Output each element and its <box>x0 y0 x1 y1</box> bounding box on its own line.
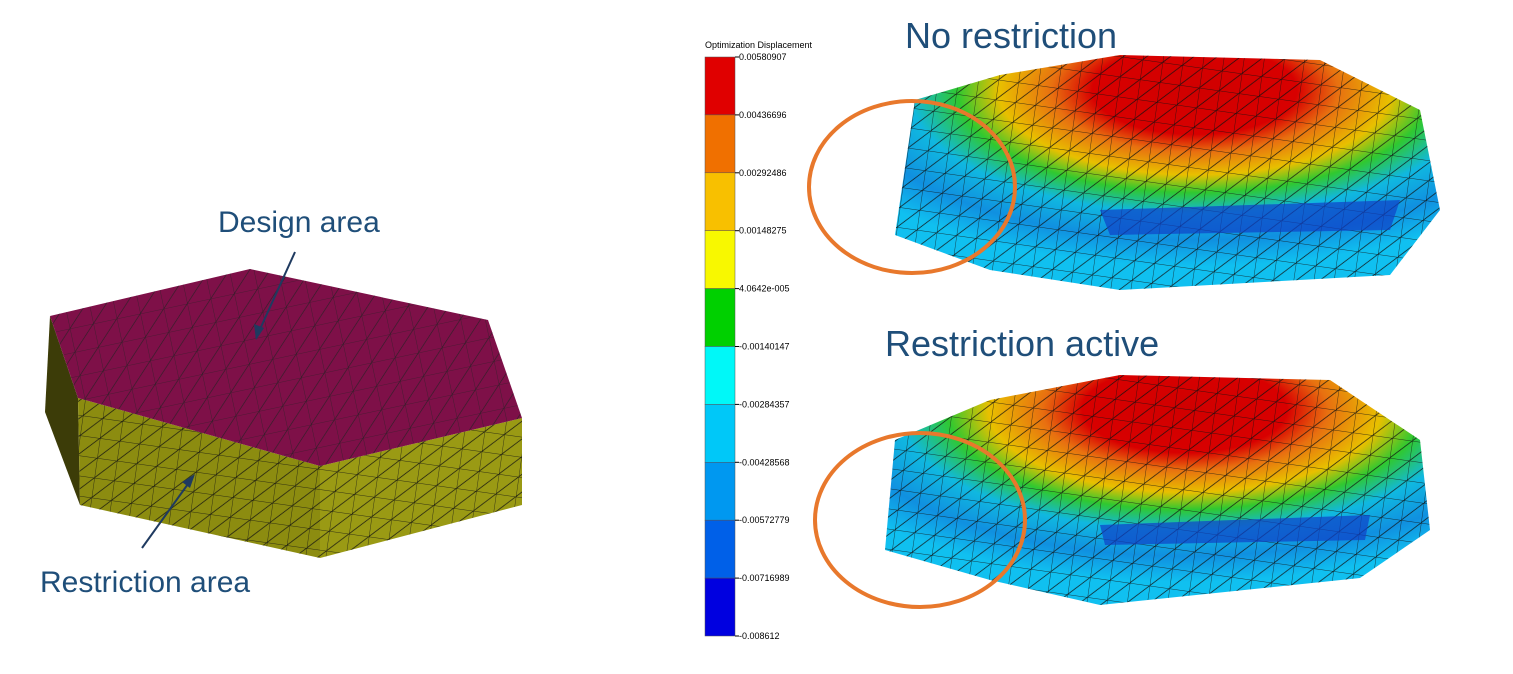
legend-title: Optimization Displacement <box>705 40 813 50</box>
legend-label: -0.00572779 <box>739 515 790 525</box>
result-bottom: Restriction active <box>813 323 1430 609</box>
legend-label: -0.008612 <box>739 631 780 641</box>
legend-label: -0.00428568 <box>739 457 790 467</box>
legend-label: 0.00580907 <box>739 52 787 62</box>
legend-band <box>704 404 736 463</box>
legend-band <box>704 346 736 405</box>
legend-band <box>704 230 736 289</box>
design-label: Design area <box>218 206 380 239</box>
legend-label: -0.00284357 <box>739 399 790 409</box>
legend-label: -0.00140147 <box>739 342 790 352</box>
bottom-title: Restriction active <box>885 323 1159 364</box>
legend-label: 0.00148275 <box>739 226 787 236</box>
restriction-label: Restriction area <box>40 566 250 599</box>
legend-band <box>704 56 736 116</box>
legend-label: -0.00716989 <box>739 573 790 583</box>
legend-label: 4.0642e-005 <box>739 284 790 294</box>
legend-label: 0.00436696 <box>739 110 787 120</box>
legend-label: 0.00292486 <box>739 168 787 178</box>
legend-band <box>704 519 736 579</box>
legend-band <box>704 288 736 347</box>
hex-model: Design area Restriction area <box>40 206 522 599</box>
legend-band <box>704 114 736 174</box>
result-top: No restriction <box>807 15 1440 290</box>
legend-band <box>704 462 736 521</box>
legend-band <box>704 577 736 637</box>
legend-band <box>704 172 736 231</box>
top-title: No restriction <box>905 15 1117 56</box>
color-legend: Optimization Displacement 0.00580907 0.00… <box>704 40 813 641</box>
